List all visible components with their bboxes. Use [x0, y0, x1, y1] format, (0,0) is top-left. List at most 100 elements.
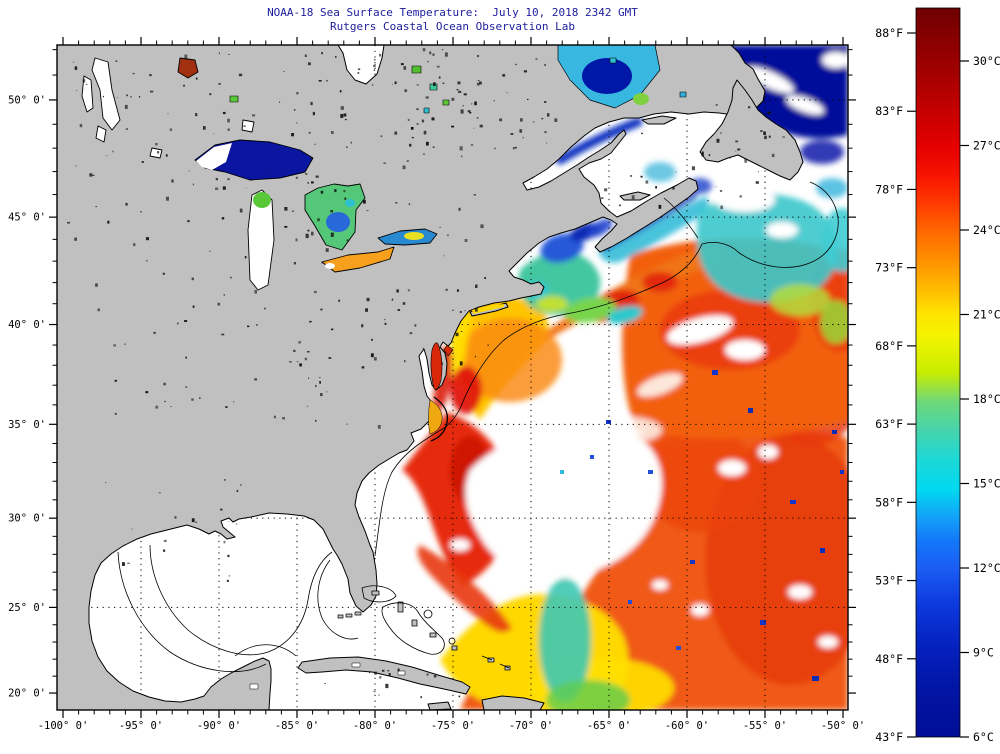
land-speck: [373, 59, 376, 61]
coastline-pei: [619, 191, 651, 201]
figure-subtitle: Rutgers Coastal Ocean Observation Lab: [329, 20, 576, 33]
land-speck: [541, 118, 544, 120]
land-speck: [477, 80, 480, 81]
land-speck: [308, 131, 311, 134]
land-speck: [763, 131, 766, 135]
land-speck: [544, 131, 547, 134]
land-speck: [391, 298, 394, 301]
land-speck: [74, 66, 78, 70]
land-speck: [165, 196, 169, 201]
land-speck: [535, 58, 538, 60]
land-speck: [264, 307, 266, 310]
land-speck: [203, 126, 206, 130]
land-speck: [72, 61, 74, 63]
land-speck: [330, 210, 333, 213]
land-speck: [222, 186, 226, 190]
land-speck: [444, 52, 448, 57]
lake-erie: [321, 246, 395, 273]
land-speck: [374, 671, 377, 675]
colorbar-celsius-label: 21°C: [973, 307, 1000, 321]
land-speck: [701, 152, 704, 157]
land-speck: [299, 363, 302, 367]
land-speck: [445, 288, 448, 291]
land-speck: [305, 233, 309, 239]
land-speck: [473, 127, 475, 129]
land-speck: [443, 255, 445, 257]
land-speck: [245, 187, 247, 189]
colorbar-celsius-label: 24°C: [973, 223, 1000, 237]
land-speck: [361, 366, 365, 369]
land-speck: [228, 521, 230, 522]
land-speck: [239, 208, 243, 213]
land-speck: [339, 90, 342, 93]
land-speck: [126, 94, 128, 97]
lake-superior-cloud: [196, 143, 232, 170]
land-speck: [416, 84, 419, 86]
land-speck: [267, 174, 269, 175]
colorbar-fahrenheit-label: 43°F: [875, 730, 903, 744]
land-speck: [630, 175, 633, 177]
land-speck: [645, 180, 649, 184]
land-speck: [458, 207, 461, 211]
land-speck: [456, 289, 459, 292]
x-axis-tick-label: -100° 0': [38, 720, 89, 732]
coastline-cuba: [297, 656, 471, 695]
land-speck: [532, 121, 535, 123]
land-speck: [191, 398, 194, 401]
land-speck: [75, 165, 77, 167]
y-axis-tick-label: 35° 0': [8, 419, 46, 431]
colorbar-celsius-label: 15°C: [973, 476, 1000, 490]
land-speck: [124, 104, 128, 109]
land-speck: [346, 239, 349, 242]
land-speck: [314, 143, 316, 145]
lake-winnipeg: [91, 57, 121, 131]
land-speck: [105, 482, 107, 483]
land-speck: [675, 171, 677, 173]
land-speck: [460, 331, 463, 332]
land-speck: [195, 77, 198, 80]
land-speck: [404, 89, 408, 93]
land-speck: [361, 324, 364, 328]
land-speck: [527, 98, 529, 100]
land-speck: [291, 133, 294, 137]
land-speck: [416, 108, 419, 110]
land-speck: [402, 165, 406, 170]
land-speck: [350, 141, 352, 144]
land-speck: [335, 56, 337, 58]
land-speck: [716, 138, 720, 143]
land-speck: [227, 128, 230, 131]
land-speck: [735, 140, 739, 143]
x-axis-tick-label: -65° 0': [587, 720, 631, 732]
land-speck: [767, 112, 770, 115]
land-speck: [169, 128, 173, 131]
colorbar-celsius-label: 12°C: [973, 561, 1000, 575]
land-speck: [227, 554, 230, 558]
land-speck: [298, 341, 301, 344]
land-speck: [409, 332, 413, 335]
land-speck: [672, 187, 675, 190]
land-speck: [167, 113, 169, 114]
land-speck: [619, 204, 621, 207]
land-speck: [130, 96, 132, 98]
land-speck: [307, 62, 311, 66]
colorbar-celsius-label: 9°C: [973, 645, 994, 659]
x-axis-tick-label: -95° 0': [119, 720, 163, 732]
land-speck: [458, 695, 461, 698]
land-speck: [433, 82, 436, 87]
land-speck: [460, 109, 464, 114]
land-speck: [217, 302, 221, 306]
land-speck: [769, 111, 772, 115]
land-speck: [236, 489, 239, 492]
land-speck: [67, 221, 70, 224]
land-speck: [426, 673, 429, 676]
colorbar-fahrenheit-label: 63°F: [875, 417, 903, 431]
land-speck: [188, 170, 190, 172]
land-speck: [494, 147, 496, 150]
land-layer: [57, 45, 804, 710]
land-speck: [414, 324, 417, 327]
colorbar-fahrenheit-label: 68°F: [875, 339, 903, 353]
land-speck: [133, 243, 136, 247]
land-speck: [125, 128, 128, 130]
x-axis-tick-label: -50° 0': [821, 720, 865, 732]
land-speck: [373, 690, 376, 693]
